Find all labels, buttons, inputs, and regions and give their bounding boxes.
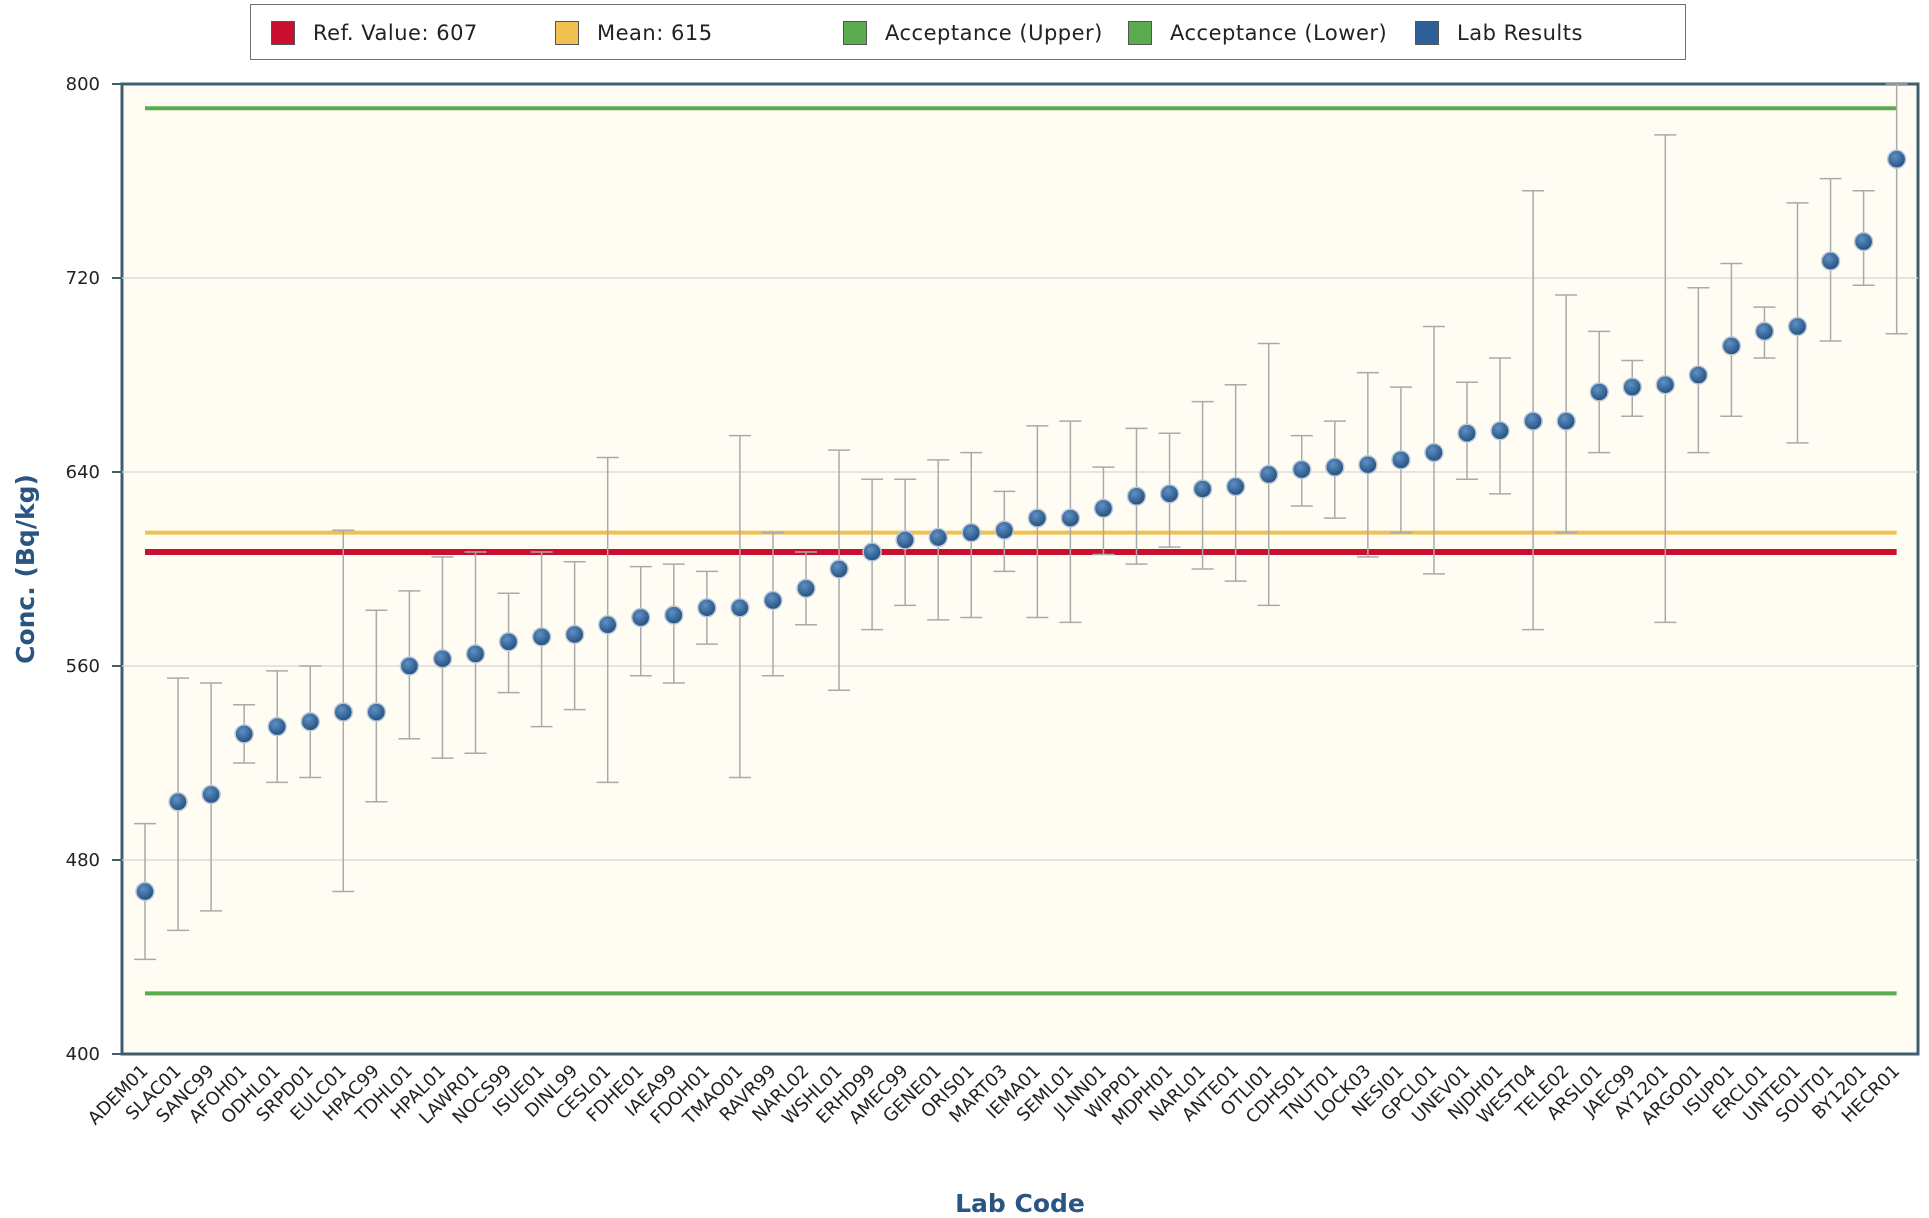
point-narl01[interactable]: [1192, 479, 1213, 499]
y-axis-ticks: 400 480 560 640 720 800: [66, 74, 122, 1065]
error-bar-hecr01: [1885, 83, 1908, 335]
point-amec99[interactable]: [895, 530, 915, 550]
point-ercl01[interactable]: [1754, 321, 1775, 342]
point-wshl01[interactable]: [829, 559, 849, 579]
y-axis-title: Conc. (Bq/kg): [11, 474, 40, 664]
error-bar-west04: [1522, 189, 1545, 631]
point-iema01[interactable]: [1027, 508, 1048, 528]
legend-item-acceptance-upper: Acceptance (Upper): [843, 21, 1103, 45]
y-tick-label-800: 800: [66, 74, 100, 95]
point-afoh01[interactable]: [234, 724, 254, 744]
point-odhl01[interactable]: [267, 716, 287, 737]
point-hpac99[interactable]: [366, 702, 387, 722]
grid: [122, 277, 1918, 861]
legend-swatch-acceptance-lower: [1128, 21, 1152, 45]
point-eulc01[interactable]: [333, 702, 354, 722]
point-tnut01[interactable]: [1325, 457, 1345, 477]
y-tick-label-640: 640: [66, 462, 100, 483]
legend-swatch-ref-value: [271, 21, 295, 45]
y-tick-label-480: 480: [66, 850, 100, 871]
y-tick-label-720: 720: [66, 268, 100, 289]
point-cesl01[interactable]: [597, 615, 618, 635]
y-tick-label-560: 560: [66, 656, 100, 677]
point-hecr01[interactable]: [1886, 149, 1907, 169]
legend-item-acceptance-lower: Acceptance (Lower): [1128, 21, 1387, 45]
point-ravr99[interactable]: [763, 590, 783, 611]
point-wipp01[interactable]: [1126, 486, 1147, 506]
point-seml01[interactable]: [1060, 508, 1081, 528]
legend-swatch-mean: [555, 21, 579, 45]
point-njdh01[interactable]: [1490, 421, 1510, 441]
point-jaec99[interactable]: [1622, 377, 1642, 397]
legend-label-acceptance-lower: Acceptance (Lower): [1170, 21, 1388, 45]
point-cdhs01[interactable]: [1292, 459, 1312, 480]
point-by1201[interactable]: [1853, 231, 1874, 252]
point-sout01[interactable]: [1820, 251, 1841, 271]
point-fdoh01[interactable]: [697, 598, 717, 618]
point-gene01[interactable]: [928, 527, 948, 548]
y-tick-label-400: 400: [66, 1044, 100, 1065]
point-unev01[interactable]: [1457, 423, 1477, 443]
point-nocs99[interactable]: [498, 632, 519, 652]
legend-item-mean: Mean: 615: [555, 21, 713, 45]
point-lawr01[interactable]: [465, 644, 486, 664]
point-nesi01[interactable]: [1391, 450, 1411, 470]
point-mdph01[interactable]: [1159, 484, 1180, 504]
point-isue01[interactable]: [531, 627, 552, 647]
point-arsl01[interactable]: [1589, 382, 1609, 402]
point-narl02[interactable]: [796, 578, 816, 599]
point-ay1201[interactable]: [1655, 374, 1676, 395]
legend-label-ref-value: Ref. Value: 607: [313, 21, 478, 45]
plot-area: [120, 82, 1920, 1056]
x-axis-ticks: ADEM01SLAC01SANC99AFOH01ODHL01SRPD01EULC…: [84, 1061, 1904, 1130]
data-points: [135, 149, 1907, 902]
x-axis-title: Lab Code: [955, 1189, 1085, 1218]
point-ante01[interactable]: [1225, 476, 1246, 497]
point-adem01[interactable]: [135, 881, 155, 902]
point-west04[interactable]: [1523, 411, 1543, 431]
reference-lines: [145, 106, 1897, 996]
point-tdhl01[interactable]: [399, 656, 420, 676]
point-mart03[interactable]: [994, 520, 1015, 540]
point-jlnn01[interactable]: [1093, 498, 1114, 519]
point-tmao01[interactable]: [730, 598, 750, 618]
point-sanc99[interactable]: [201, 784, 221, 805]
point-lock03[interactable]: [1358, 454, 1378, 475]
point-slac01[interactable]: [168, 792, 188, 812]
point-unte01[interactable]: [1787, 316, 1808, 337]
point-iaea99[interactable]: [664, 605, 684, 625]
point-isup01[interactable]: [1721, 336, 1742, 356]
point-tele02[interactable]: [1556, 411, 1576, 431]
point-fdhe01[interactable]: [631, 607, 651, 628]
point-argo01[interactable]: [1688, 365, 1709, 385]
point-gpcl01[interactable]: [1424, 442, 1444, 463]
legend-swatch-lab-results: [1415, 21, 1439, 45]
legend-swatch-acceptance-upper: [843, 21, 867, 45]
point-otli01[interactable]: [1258, 464, 1279, 485]
point-erhd99[interactable]: [862, 542, 882, 562]
point-oris01[interactable]: [961, 522, 981, 543]
legend-label-lab-results: Lab Results: [1457, 21, 1583, 45]
point-srpd01[interactable]: [300, 712, 320, 732]
legend-label-mean: Mean: 615: [597, 21, 713, 45]
point-hpal01[interactable]: [432, 648, 453, 669]
legend-item-lab-results: Lab Results: [1415, 21, 1583, 45]
legend-item-ref-value: Ref. Value: 607: [271, 21, 478, 45]
legend-label-acceptance-upper: Acceptance (Upper): [885, 21, 1103, 45]
point-dinl99[interactable]: [564, 624, 585, 645]
legend: Ref. Value: 607 Mean: 615 Acceptance (Up…: [250, 4, 1686, 60]
